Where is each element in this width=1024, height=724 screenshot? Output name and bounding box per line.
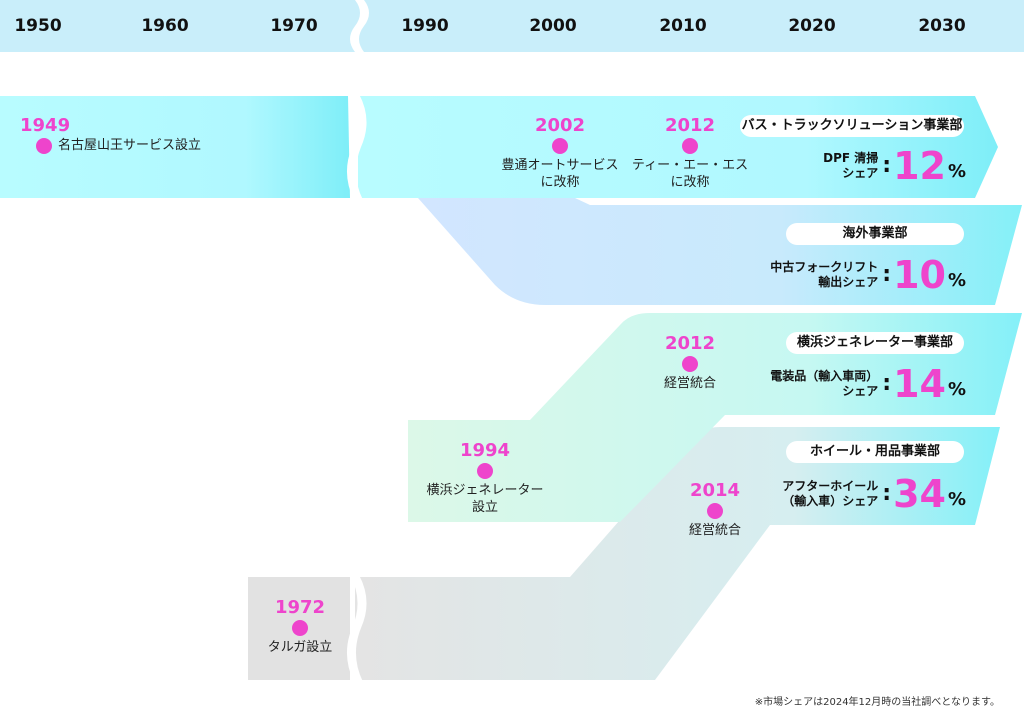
year-label-2010: 2010 bbox=[659, 16, 707, 36]
band-generator bbox=[408, 313, 1022, 522]
share-label: 中古フォークリフト 輸出シェア bbox=[770, 260, 879, 289]
colon: : bbox=[882, 153, 892, 178]
share-label: DPF 清掃 シェア bbox=[823, 151, 879, 180]
event-1949: 1949 名古屋山王サービス設立 bbox=[20, 115, 201, 154]
footnote: ※市場シェアは2024年12月時の当社調べとなります。 bbox=[754, 697, 1000, 708]
event-year: 1994 bbox=[459, 440, 511, 461]
band-wheel bbox=[355, 427, 1000, 680]
timeline-header-bar bbox=[0, 0, 1024, 52]
event-year: 2014 bbox=[689, 480, 741, 501]
division-label-overseas: 海外事業部 bbox=[786, 223, 964, 245]
share-value: 14 bbox=[893, 362, 946, 406]
colon: : bbox=[882, 262, 892, 287]
event-text: 豊通オートサービス に改称 bbox=[501, 158, 619, 190]
event-text: タルガ設立 bbox=[267, 640, 333, 655]
year-label-1990: 1990 bbox=[401, 16, 449, 36]
colon: : bbox=[882, 481, 892, 506]
band-break-1 bbox=[346, 94, 367, 200]
event-2012-rename: 2012 ティー・エー・エス に改称 bbox=[620, 115, 760, 191]
event-year: 2002 bbox=[534, 115, 586, 136]
event-year: 2012 bbox=[664, 333, 716, 354]
share-label: 電装品（輸入車両） シェア bbox=[770, 369, 879, 398]
event-text: 名古屋山王サービス設立 bbox=[58, 138, 202, 153]
division-label-wheel: ホイール・用品事業部 bbox=[786, 441, 964, 463]
event-marker-icon bbox=[682, 356, 698, 372]
event-2002: 2002 豊通オートサービス に改称 bbox=[490, 115, 630, 191]
event-2014: 2014 経営統合 bbox=[655, 480, 775, 539]
event-year: 2012 bbox=[664, 115, 716, 136]
share-unit: % bbox=[947, 489, 966, 510]
event-marker-icon bbox=[682, 138, 698, 154]
event-1994: 1994 横浜ジェネレーター 設立 bbox=[415, 440, 555, 516]
event-marker-icon bbox=[707, 503, 723, 519]
year-label-1970: 1970 bbox=[270, 16, 318, 36]
event-marker-icon bbox=[552, 138, 568, 154]
share-generator: 電装品（輸入車両） シェア : 14 % bbox=[730, 360, 966, 408]
timeline-break bbox=[350, 0, 369, 52]
event-marker-icon bbox=[477, 463, 493, 479]
event-year: 1949 bbox=[20, 115, 71, 136]
year-label-2000: 2000 bbox=[529, 16, 577, 36]
year-label-1950: 1950 bbox=[14, 16, 62, 36]
event-marker-icon bbox=[36, 137, 52, 154]
share-bus-truck: DPF 清掃 シェア : 12 % bbox=[730, 142, 966, 190]
share-label: アフターホイール （輸入車）シェア bbox=[782, 479, 879, 508]
event-text: 横浜ジェネレーター 設立 bbox=[426, 483, 544, 515]
share-value: 34 bbox=[893, 472, 946, 516]
event-text: 経営統合 bbox=[688, 523, 741, 538]
colon: : bbox=[882, 371, 892, 396]
event-marker-icon bbox=[292, 620, 308, 636]
band-break-2 bbox=[346, 575, 367, 682]
division-label-bus-truck: バス・トラックソリューション事業部 bbox=[740, 115, 964, 137]
share-value: 12 bbox=[893, 144, 946, 188]
division-label-generator: 横浜ジェネレーター事業部 bbox=[786, 332, 964, 354]
share-unit: % bbox=[947, 161, 966, 182]
share-overseas: 中古フォークリフト 輸出シェア : 10 % bbox=[730, 251, 966, 299]
event-text: 経営統合 bbox=[663, 376, 716, 391]
event-1972: 1972 タルガ設立 bbox=[250, 597, 350, 656]
year-label-2020: 2020 bbox=[788, 16, 836, 36]
share-unit: % bbox=[947, 379, 966, 400]
event-text: ティー・エー・エス に改称 bbox=[631, 158, 749, 190]
share-wheel: アフターホイール （輸入車）シェア : 34 % bbox=[730, 470, 966, 518]
event-2012-merger: 2012 経営統合 bbox=[630, 333, 750, 392]
share-value: 10 bbox=[893, 253, 946, 297]
event-year: 1972 bbox=[274, 597, 326, 618]
band-bus-truck bbox=[0, 96, 350, 198]
year-label-2030: 2030 bbox=[918, 16, 966, 36]
year-label-1960: 1960 bbox=[141, 16, 189, 36]
share-unit: % bbox=[947, 270, 966, 291]
